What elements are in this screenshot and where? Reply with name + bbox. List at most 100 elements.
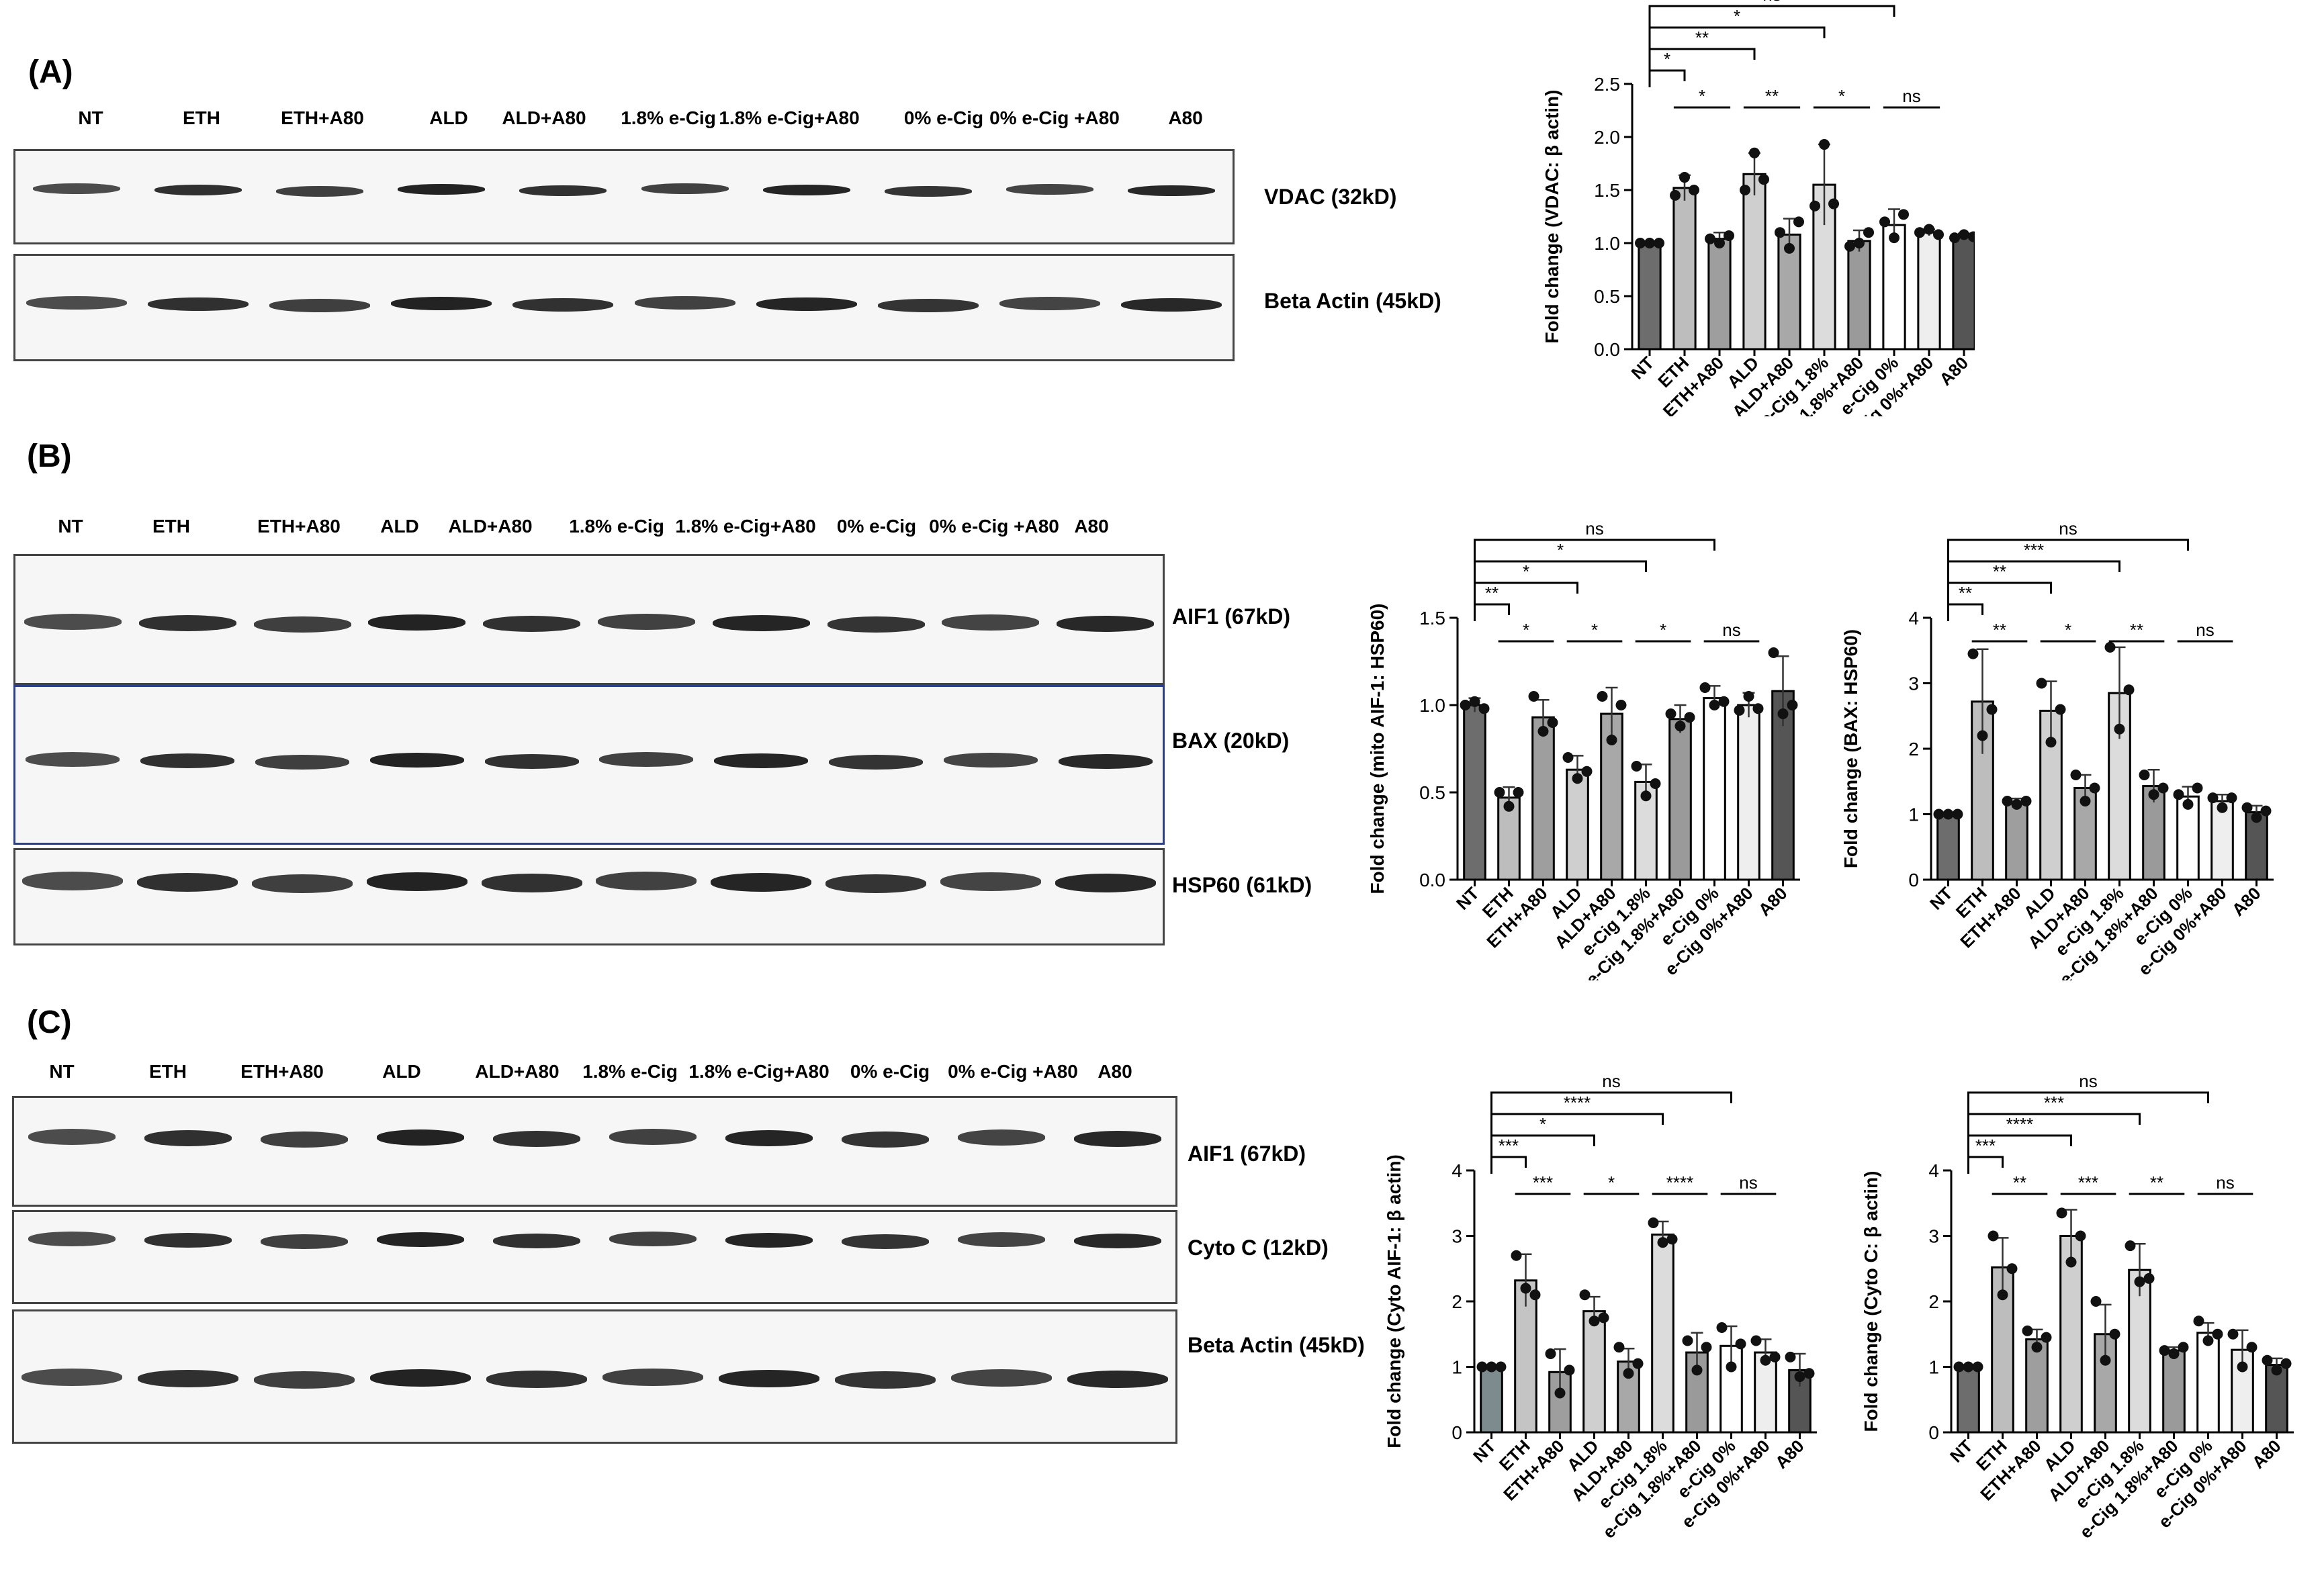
blot-cyto-c — [12, 1210, 1177, 1304]
significance-bracket — [1967, 1156, 2004, 1174]
blot-label-aif1-b: AIF1 (67kD) — [1172, 604, 1291, 629]
bar — [1566, 768, 1589, 881]
data-point — [1705, 233, 1715, 244]
data-point — [1785, 1351, 1796, 1362]
y-tick-label: 4 — [1928, 1160, 1939, 1181]
lane-label: ETH — [152, 516, 190, 537]
lane-label: 1.8% e-Cig — [621, 107, 716, 128]
y-tick-label: 2.5 — [1594, 74, 1620, 95]
data-point — [1615, 700, 1627, 710]
blot-band — [255, 755, 349, 770]
data-point — [2182, 798, 2194, 810]
data-point — [1598, 1312, 1609, 1324]
blot-band — [756, 297, 857, 311]
y-tick-label: 1.5 — [1419, 608, 1445, 629]
y-tick-label: 3 — [1451, 1226, 1462, 1247]
data-point — [2193, 1315, 2204, 1327]
lane-label: NT — [78, 107, 103, 128]
blot-band — [940, 872, 1041, 891]
y-tick-label: 1 — [1928, 1357, 1939, 1378]
lane-label: 0% e-Cig +A80 — [948, 1061, 1078, 1082]
blot-band — [885, 186, 972, 197]
blot-band — [712, 615, 810, 631]
blot-band — [512, 298, 614, 312]
data-point — [1803, 1368, 1815, 1379]
blot-band — [481, 874, 582, 892]
data-point — [1679, 172, 1690, 183]
blot-band — [1073, 1234, 1161, 1248]
blot-band — [762, 185, 850, 195]
data-point — [1613, 1342, 1625, 1353]
data-point — [1579, 1289, 1591, 1301]
data-point — [2055, 704, 2066, 715]
significance-label: ** — [1959, 583, 1972, 603]
data-point — [1572, 773, 1583, 784]
significance-label: ns — [2059, 518, 2077, 539]
data-point — [1597, 691, 1608, 702]
blot-band — [609, 1129, 697, 1145]
significance-label: *** — [1975, 1136, 1996, 1156]
pair-significance-label: * — [1660, 620, 1666, 640]
data-point — [1743, 691, 1754, 702]
y-tick-label: 0 — [1908, 870, 1919, 890]
y-tick-label: 0 — [1451, 1422, 1462, 1443]
blot-band — [269, 299, 370, 312]
blot-band — [137, 873, 238, 892]
bar — [1582, 1310, 1606, 1434]
data-point — [1777, 708, 1789, 719]
blot-band — [841, 1131, 929, 1148]
data-point — [1769, 1351, 1781, 1362]
blot-band — [609, 1232, 697, 1246]
data-point — [1758, 174, 1769, 185]
blot-band — [370, 1369, 472, 1387]
lane-label: NT — [49, 1061, 75, 1082]
blot-band — [391, 297, 492, 310]
data-point — [1750, 1335, 1762, 1346]
y-tick-label: 4 — [1451, 1160, 1462, 1181]
y-axis-label: Fold change (Cyto AIF-1: β actin) — [1384, 1154, 1404, 1448]
blot-band — [999, 297, 1101, 310]
data-point — [1997, 1289, 2008, 1301]
significance-bracket — [1947, 560, 2120, 621]
lane-label: 1.8% e-Cig — [582, 1061, 678, 1082]
blot-bax — [13, 685, 1165, 845]
bar — [2025, 1338, 2049, 1434]
significance-bracket — [1648, 26, 1826, 87]
x-tick-label: NT — [1627, 353, 1658, 383]
significance-bracket — [1947, 603, 1983, 621]
blot-band — [369, 753, 464, 768]
lane-label: ETH — [183, 107, 220, 128]
blot-band — [825, 874, 926, 893]
blot-band — [725, 1233, 813, 1248]
bar — [1531, 716, 1555, 881]
significance-label: **** — [2006, 1114, 2033, 1134]
blot-band — [140, 753, 235, 768]
data-point — [1562, 752, 1574, 763]
y-tick-label: 2 — [1928, 1291, 1939, 1312]
significance-label: ** — [1485, 583, 1499, 603]
data-point — [1631, 761, 1642, 772]
blot-band — [486, 1371, 588, 1388]
pair-significance-label: ** — [2130, 620, 2143, 640]
blot-band — [138, 615, 236, 631]
blot-band — [711, 873, 812, 892]
pair-significance-label: ** — [1993, 620, 2006, 640]
data-point — [1987, 1230, 1999, 1242]
significance-bracket — [1490, 1091, 1732, 1174]
significance-label: **** — [1564, 1093, 1591, 1113]
data-point — [2157, 782, 2169, 794]
blot-band — [1057, 616, 1155, 632]
blot-band — [1121, 298, 1222, 312]
data-point — [2114, 723, 2125, 735]
blot-band — [261, 1131, 349, 1148]
data-point — [1654, 238, 1664, 248]
lane-label: 1.8% e-Cig+A80 — [719, 107, 860, 128]
chart-vdac: 0.0 0.5 1.0 1.5 2.0 2.5 Fold change (VDAC: β a… — [1541, 0, 1975, 416]
blot-hsp60 — [13, 848, 1165, 945]
data-point — [2227, 1328, 2239, 1340]
data-point — [1967, 648, 1979, 659]
data-point — [2143, 1273, 2155, 1284]
data-point — [2212, 1328, 2223, 1340]
data-point — [1952, 808, 1963, 820]
data-point — [1469, 696, 1480, 707]
